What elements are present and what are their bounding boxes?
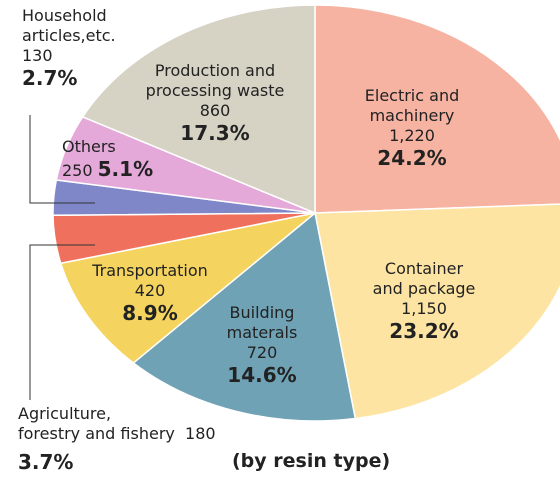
slice-label: Building materals 720 14.6% xyxy=(226,303,298,387)
leader-line xyxy=(29,115,95,204)
leader-line xyxy=(29,244,95,400)
pie-slice xyxy=(59,212,316,364)
slice-label: Container and package 1,150 23.2% xyxy=(372,259,476,343)
slice-label: Transportation 420 8.9% xyxy=(92,261,208,325)
chart-title: (by resin type) xyxy=(232,450,391,472)
slice-label: Electric and machinery 1,220 24.2% xyxy=(364,86,460,170)
pie-slice xyxy=(132,211,357,422)
slice-label: Household articles,etc. 130 2.7% xyxy=(22,6,116,90)
slice-label: Agriculture, forestry and fishery 180 3.7… xyxy=(18,404,216,474)
slice-label: Production and processing waste 860 17.3% xyxy=(145,61,285,145)
slices xyxy=(52,4,560,422)
pie-slice xyxy=(314,4,560,214)
slice-label: Others 250 5.1% xyxy=(62,137,154,181)
pie-slice xyxy=(81,4,316,215)
pie-slice xyxy=(314,203,560,420)
